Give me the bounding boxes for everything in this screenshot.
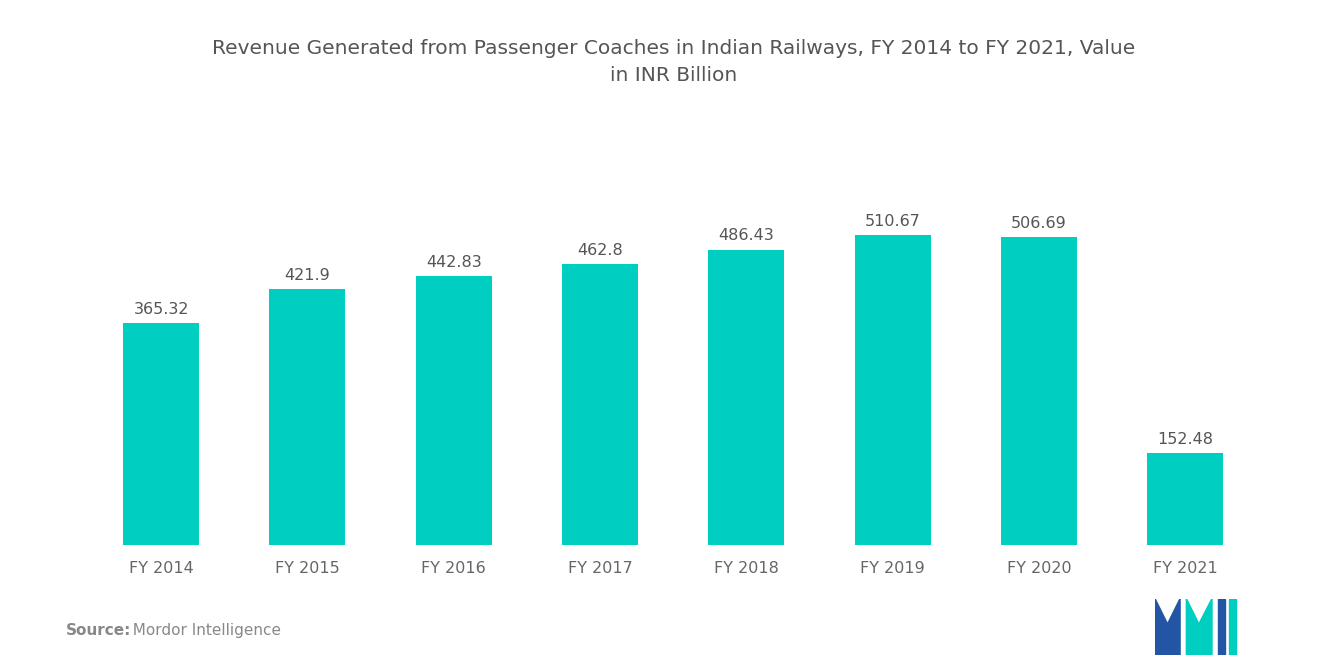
Text: 506.69: 506.69 xyxy=(1011,216,1067,231)
Bar xyxy=(123,323,199,545)
Bar xyxy=(562,264,638,545)
Polygon shape xyxy=(1229,598,1236,655)
Title: Revenue Generated from Passenger Coaches in Indian Railways, FY 2014 to FY 2021,: Revenue Generated from Passenger Coaches… xyxy=(211,39,1135,85)
Bar xyxy=(1147,453,1224,545)
Text: 442.83: 442.83 xyxy=(426,255,482,270)
Text: 152.48: 152.48 xyxy=(1158,432,1213,446)
Polygon shape xyxy=(1155,598,1180,655)
Text: 421.9: 421.9 xyxy=(285,268,330,283)
Text: 462.8: 462.8 xyxy=(577,243,623,258)
Text: Mordor Intelligence: Mordor Intelligence xyxy=(123,623,281,638)
Bar xyxy=(269,289,346,545)
Bar xyxy=(1001,237,1077,545)
Text: 510.67: 510.67 xyxy=(865,213,920,229)
Text: Source:: Source: xyxy=(66,623,132,638)
Bar xyxy=(709,249,784,545)
Polygon shape xyxy=(1187,598,1212,655)
Bar xyxy=(416,276,492,545)
Polygon shape xyxy=(1217,598,1225,655)
Text: 365.32: 365.32 xyxy=(133,302,189,317)
Bar xyxy=(854,235,931,545)
Text: 486.43: 486.43 xyxy=(718,229,775,243)
